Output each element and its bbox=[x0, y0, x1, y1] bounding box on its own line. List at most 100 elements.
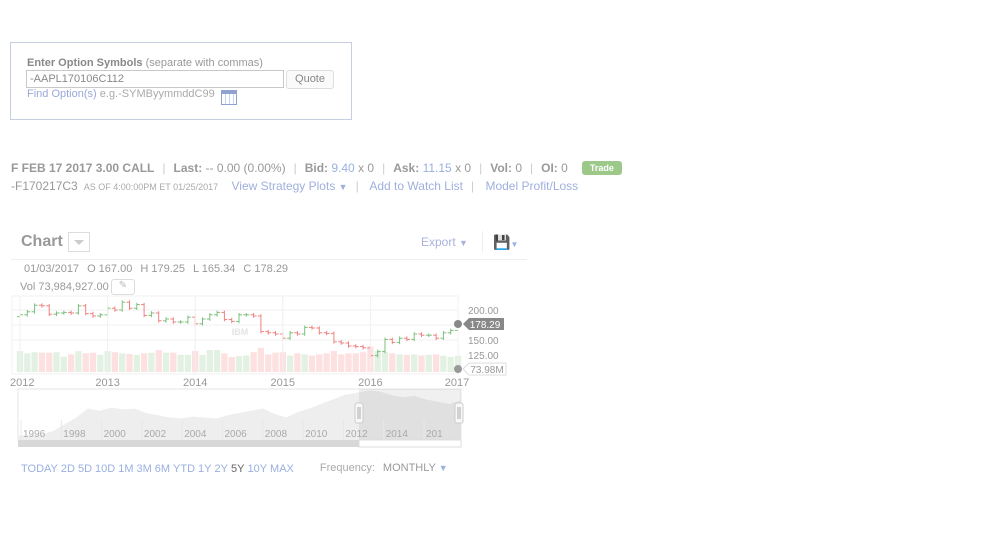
x-tick-label: 2013 bbox=[95, 377, 119, 389]
ohlc-bar bbox=[389, 337, 396, 345]
navigator-tick-label: 1998 bbox=[63, 429, 86, 440]
volume-bar bbox=[221, 353, 228, 372]
chart-type-dropdown[interactable] bbox=[68, 232, 90, 252]
range-ytd[interactable]: YTD bbox=[173, 463, 196, 475]
volume-bar bbox=[235, 356, 243, 372]
ohlc-bar bbox=[382, 337, 388, 354]
range-selector: TODAY 2D 5D 10D 1M 3M 6M YTD 1Y 2Y 5Y 10Y MAX bbox=[18, 459, 294, 477]
ohlc-bar bbox=[360, 344, 367, 350]
ohlc-bar bbox=[97, 313, 104, 318]
ohlc-bar bbox=[199, 317, 206, 326]
volume-bar bbox=[389, 353, 396, 372]
volume-bar bbox=[323, 353, 330, 372]
x-tick-label: 2014 bbox=[183, 377, 207, 389]
navigator-scrollbar-thumb[interactable] bbox=[358, 439, 462, 448]
option-symbol-input[interactable] bbox=[26, 70, 284, 88]
ohlc-bar bbox=[440, 331, 447, 340]
frequency-dropdown[interactable]: MONTHLY ▼ bbox=[382, 462, 448, 474]
volume-bar bbox=[425, 354, 432, 372]
ohlc-bar bbox=[68, 310, 75, 315]
ohlc-bar bbox=[418, 332, 425, 337]
open-value: O 167.00 bbox=[87, 263, 133, 275]
navigator-handle[interactable] bbox=[354, 402, 364, 424]
navigator-tick-label: 2002 bbox=[144, 429, 167, 440]
ohlc-bar bbox=[111, 306, 118, 312]
y-tick-label: 200.00 bbox=[468, 306, 499, 317]
ohlc-bar bbox=[433, 333, 440, 340]
chart-footer: TODAY 2D 5D 10D 1M 3M 6M YTD 1Y 2Y 5Y 10Y MAX Freque… bbox=[18, 459, 448, 477]
bid-size: x 0 bbox=[358, 161, 375, 175]
ohlc-bar bbox=[330, 331, 337, 344]
ohlc-bar bbox=[90, 311, 96, 318]
volume-bar bbox=[330, 351, 338, 372]
navigator-scrollbar-track bbox=[18, 440, 359, 447]
ohlc-bar bbox=[141, 302, 148, 318]
add-to-watch-list-link[interactable]: Add to Watch List bbox=[369, 179, 463, 193]
model-profit-loss-link[interactable]: Model Profit/Loss bbox=[485, 179, 579, 193]
export-menu[interactable]: Export ▼ bbox=[421, 235, 468, 249]
navigator-tick-label: 2006 bbox=[225, 429, 248, 440]
quote-button[interactable]: Quote bbox=[286, 70, 334, 89]
navigator-handle[interactable] bbox=[454, 402, 464, 424]
x-tick-label: 2017 bbox=[445, 377, 469, 389]
ohlc-bar bbox=[287, 331, 294, 340]
calendar-icon[interactable] bbox=[221, 90, 237, 105]
quote-subline: -F170217C3 AS OF 4:00:00PM ET 01/25/2017 … bbox=[11, 179, 579, 193]
ohlc-bar bbox=[53, 311, 60, 316]
ohlc-bar bbox=[206, 313, 213, 321]
ohlc-bar bbox=[345, 341, 352, 348]
range-max[interactable]: MAX bbox=[270, 463, 294, 475]
navigator-tick-label: 2012 bbox=[345, 429, 368, 440]
quote-line: F FEB 17 2017 3.00 CALL | Last: -- 0.00 (… bbox=[11, 161, 622, 175]
range-5d[interactable]: 5D bbox=[77, 463, 93, 475]
x-tick-label: 2016 bbox=[358, 377, 382, 389]
range-10y[interactable]: 10Y bbox=[247, 463, 268, 475]
range-2y[interactable]: 2Y bbox=[214, 463, 228, 475]
ohlc-bar bbox=[265, 329, 272, 335]
ohlc-bar bbox=[374, 349, 381, 358]
volume-bar bbox=[31, 352, 38, 372]
find-options-link[interactable]: Find Option(s) bbox=[27, 88, 97, 100]
range-3m[interactable]: 3M bbox=[136, 463, 152, 475]
volume-bar bbox=[250, 352, 257, 372]
range-today[interactable]: TODAY bbox=[21, 463, 58, 475]
navigator-selection bbox=[359, 389, 461, 440]
price-chart[interactable]: 2012 2013 2014 2015 2016 2017 200.00 150.00 125.… bbox=[0, 292, 530, 457]
volume-bar bbox=[432, 354, 440, 372]
bid-label: Bid: bbox=[304, 161, 329, 175]
volume-bar bbox=[308, 355, 316, 372]
last-price-tag-bg bbox=[463, 318, 504, 330]
navigator-tick-label: 2004 bbox=[184, 429, 207, 440]
volume-bar bbox=[38, 352, 46, 372]
range-1m[interactable]: 1M bbox=[118, 463, 134, 475]
save-icon[interactable]: 💾▼ bbox=[493, 234, 519, 250]
volume-bar bbox=[140, 353, 148, 372]
ask-label: Ask: bbox=[393, 161, 420, 175]
vol-value: 0 bbox=[515, 161, 523, 175]
volume-bar bbox=[111, 352, 119, 372]
volume-bar bbox=[97, 354, 104, 372]
ohlc-bar bbox=[184, 315, 191, 324]
volume-bar bbox=[301, 354, 308, 372]
range-10d[interactable]: 10D bbox=[95, 463, 116, 475]
view-strategy-plots-link[interactable]: View Strategy Plots ▼ bbox=[231, 179, 348, 193]
volume-bar bbox=[316, 354, 323, 372]
ohlc-bar bbox=[38, 303, 45, 308]
bar-date: 01/03/2017 bbox=[24, 263, 80, 275]
high-value: H 179.25 bbox=[140, 263, 185, 275]
range-2d[interactable]: 2D bbox=[60, 463, 75, 475]
divider bbox=[11, 259, 527, 260]
volume-bar bbox=[272, 352, 279, 372]
volume-bar bbox=[46, 352, 53, 372]
trade-button[interactable]: Trade bbox=[581, 161, 622, 175]
volume-readout: Vol 73,984,927.00 bbox=[20, 281, 109, 293]
pencil-icon[interactable]: ✎ bbox=[111, 279, 135, 295]
volume-bar bbox=[345, 353, 352, 372]
volume-bar bbox=[119, 353, 126, 372]
range-5y[interactable]: 5Y bbox=[230, 463, 245, 475]
ohlc-bar bbox=[24, 310, 31, 317]
volume-bar bbox=[359, 352, 367, 372]
range-1y[interactable]: 1Y bbox=[198, 463, 212, 475]
volume-bar bbox=[177, 354, 184, 372]
range-6m[interactable]: 6M bbox=[154, 463, 171, 475]
